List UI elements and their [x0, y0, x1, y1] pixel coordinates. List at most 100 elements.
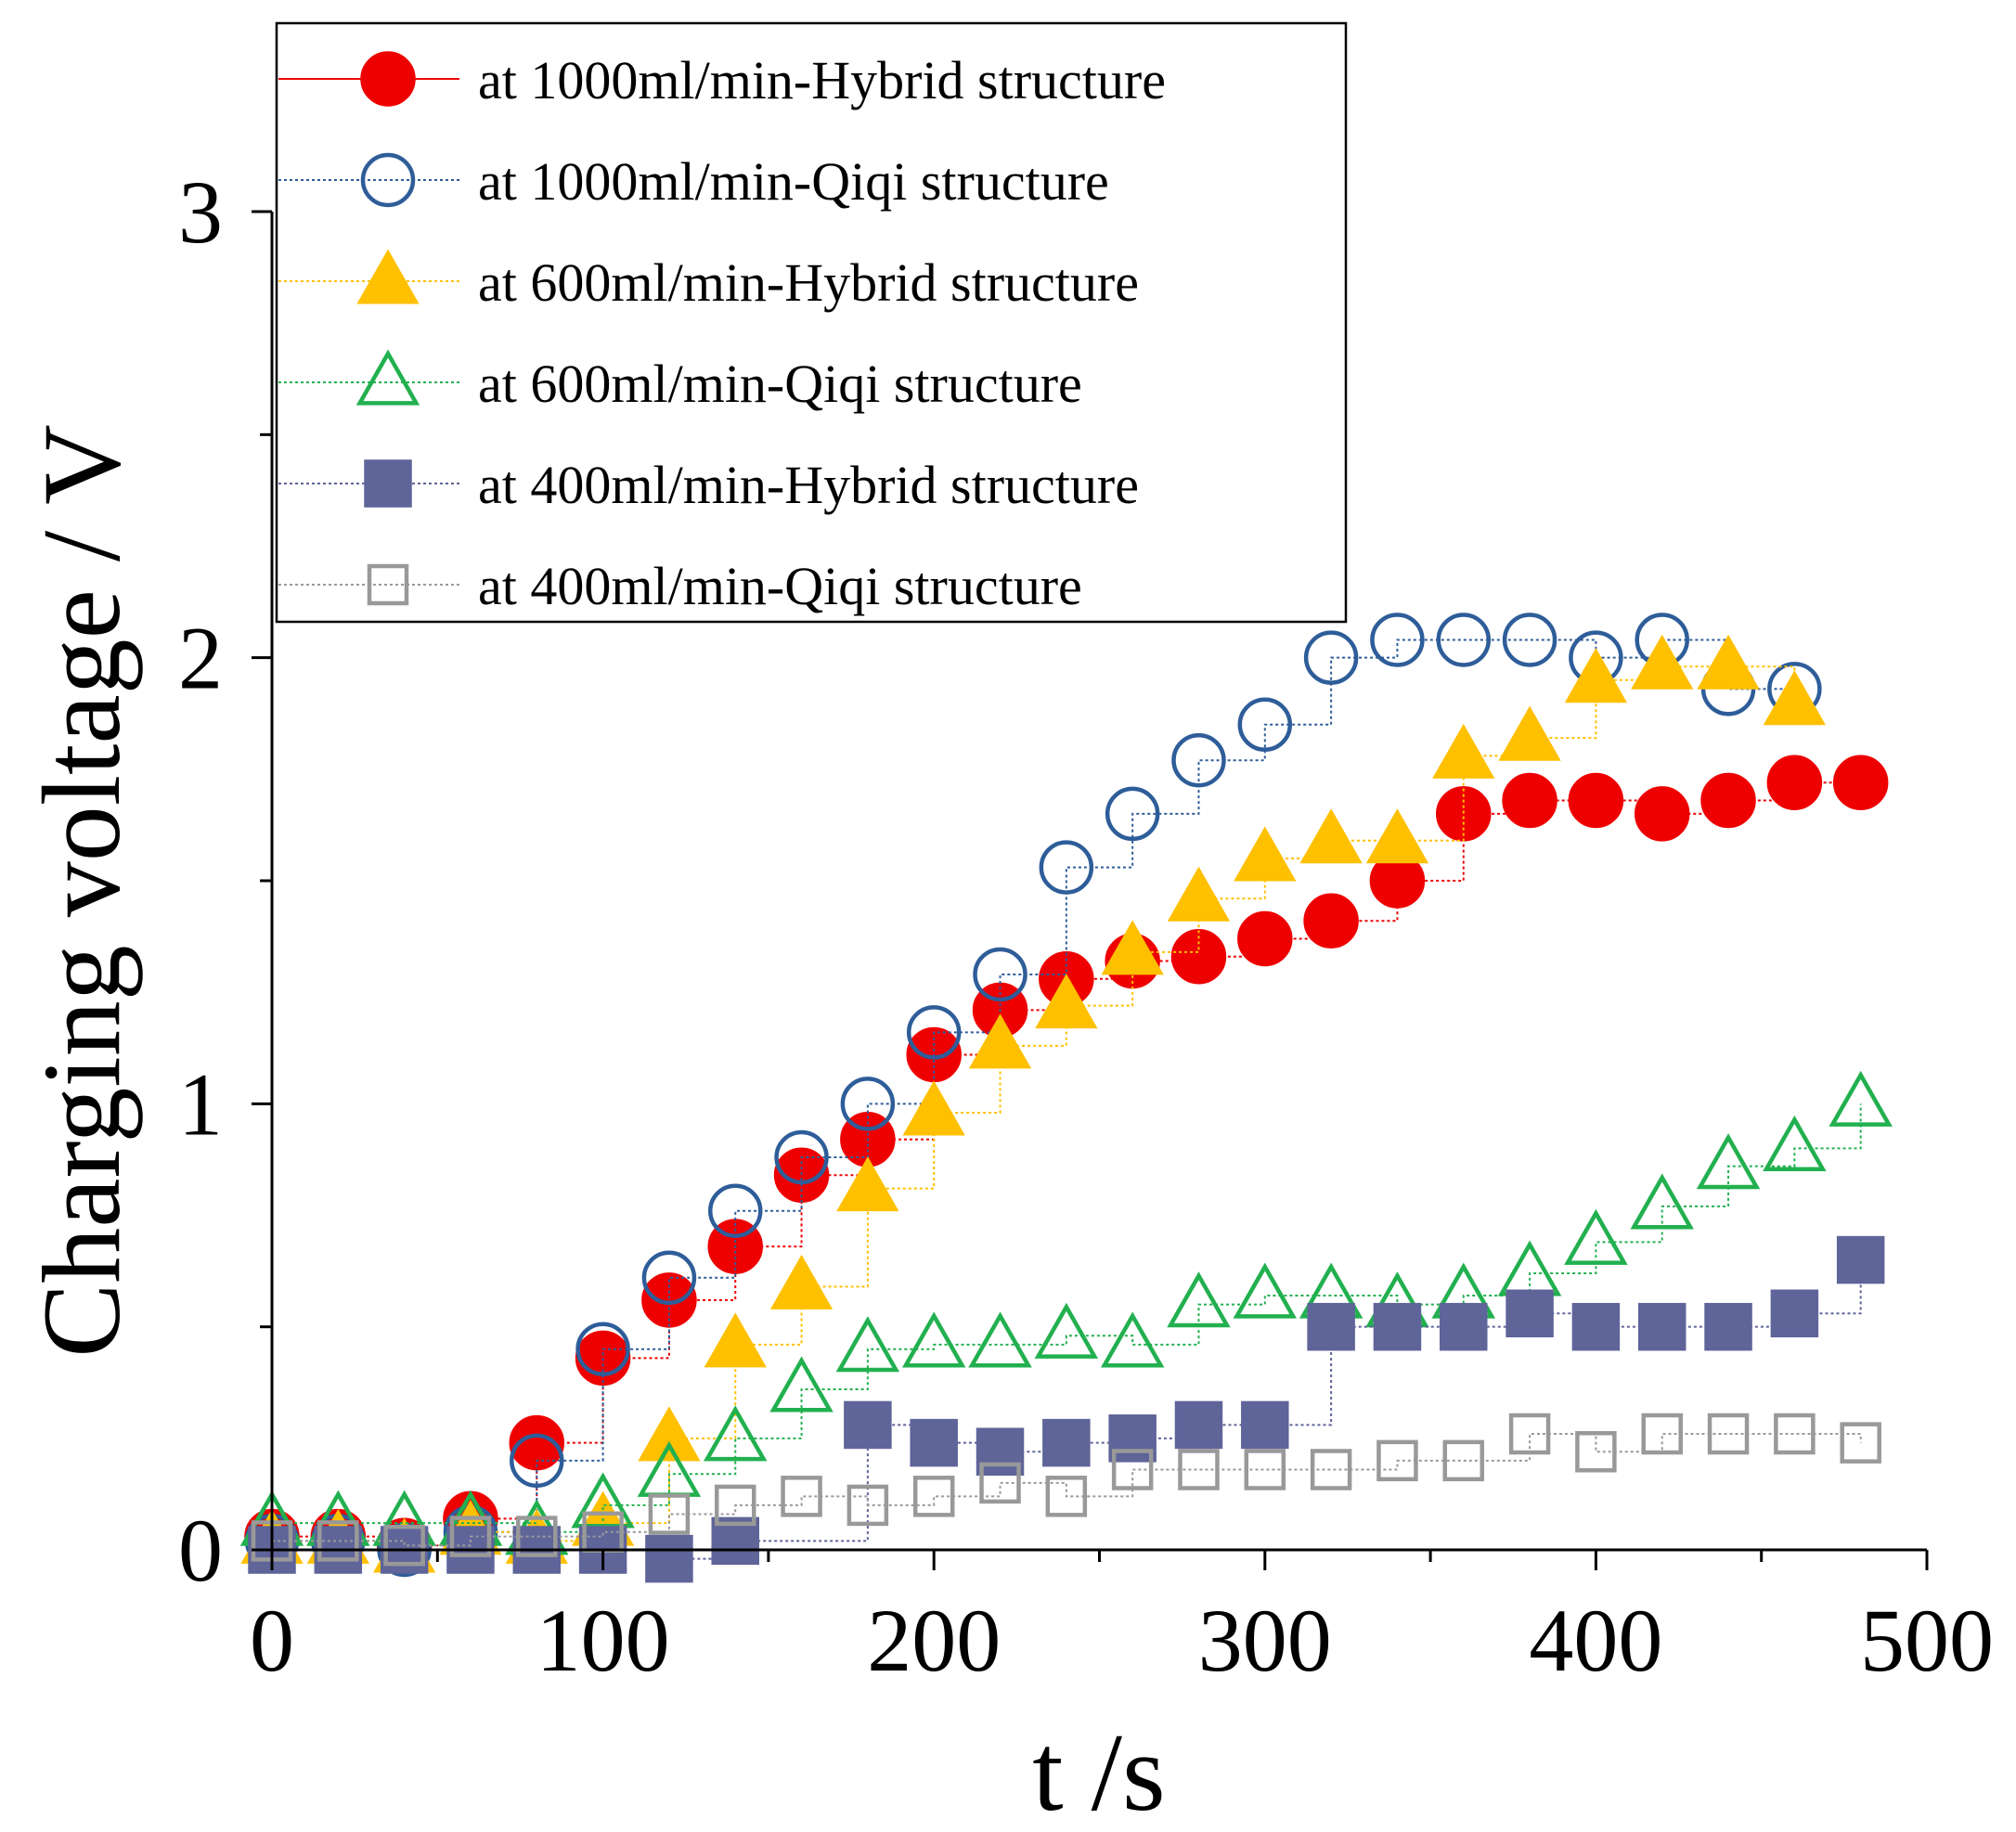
data-point — [1244, 1449, 1286, 1490]
legend-label: at 1000ml/min-Hybrid structure — [478, 50, 1166, 110]
data-point — [968, 1013, 1032, 1069]
data-point — [1836, 1235, 1885, 1284]
data-point — [906, 1005, 962, 1060]
x-tick-label: 100 — [536, 1591, 670, 1690]
data-point — [1440, 1302, 1488, 1351]
data-point — [1042, 1418, 1091, 1467]
data-point — [1035, 974, 1098, 1029]
data-point — [1178, 1449, 1220, 1490]
data-point — [638, 1406, 701, 1462]
data-point — [1241, 1400, 1289, 1450]
data-point — [1766, 755, 1823, 811]
data-point — [449, 1516, 492, 1557]
series-line — [272, 1103, 1862, 1533]
data-point — [1310, 1449, 1352, 1490]
data-point — [1174, 1400, 1223, 1450]
x-axis-title: t /s — [1032, 1710, 1165, 1832]
series-line — [272, 665, 1796, 1551]
data-point — [1370, 613, 1425, 667]
data-point — [1171, 732, 1226, 788]
data-point — [1167, 866, 1231, 922]
data-point — [769, 1254, 834, 1309]
x-tick-label: 500 — [1860, 1591, 1994, 1690]
series — [239, 1070, 1893, 1555]
data-point — [1634, 786, 1690, 842]
x-tick-label: 200 — [867, 1591, 1001, 1690]
data-point — [645, 1534, 693, 1583]
data-point — [1303, 893, 1359, 949]
y-axis-title: Charging voltage / V — [19, 424, 143, 1357]
data-point — [1508, 1413, 1551, 1455]
data-point — [1101, 920, 1164, 975]
data-point — [641, 1272, 697, 1328]
legend-box — [275, 21, 1348, 624]
data-point — [1704, 1302, 1752, 1351]
data-point — [1436, 613, 1492, 667]
data-point — [1303, 630, 1359, 685]
legend-label: at 1000ml/min-Qiqi structure — [478, 151, 1109, 212]
data-point — [575, 1322, 630, 1376]
data-point — [902, 1080, 965, 1136]
data-point — [973, 947, 1027, 1002]
data-point — [707, 1183, 763, 1238]
data-point — [774, 1129, 829, 1185]
data-point — [704, 1312, 767, 1368]
data-point — [901, 1311, 966, 1368]
data-point — [1039, 840, 1094, 895]
data-point — [383, 1524, 425, 1567]
data-point — [1299, 808, 1363, 864]
series — [251, 1413, 1881, 1567]
data-point — [1763, 670, 1826, 726]
legend-marker — [367, 563, 409, 606]
data-point — [1237, 910, 1293, 967]
data-point — [1432, 723, 1495, 779]
data-point — [714, 1484, 756, 1527]
data-point — [1564, 648, 1628, 703]
data-point — [1774, 1413, 1816, 1455]
legend-marker — [360, 51, 416, 107]
y-tick-label: 1 — [178, 1054, 223, 1154]
data-point — [979, 1462, 1021, 1504]
y-tick-label: 0 — [178, 1501, 223, 1600]
legend-marker — [364, 459, 412, 508]
data-point — [1497, 1240, 1562, 1297]
data-point — [1502, 613, 1557, 667]
data-point — [1631, 634, 1694, 690]
data-point — [1707, 1413, 1750, 1455]
legend: at 1000ml/min-Hybrid structure at 1000ml/… — [275, 21, 1348, 624]
data-point — [1237, 697, 1293, 753]
data-point — [1700, 772, 1756, 829]
data-point — [1696, 1133, 1761, 1190]
data-point — [516, 1516, 558, 1557]
data-point — [835, 1316, 900, 1373]
legend-marker — [356, 249, 420, 304]
data-point — [1100, 1311, 1165, 1368]
data-point — [1233, 1262, 1298, 1319]
data-point — [1498, 705, 1561, 761]
series — [244, 613, 1822, 1578]
data-point — [1840, 1422, 1881, 1464]
data-point — [1641, 1413, 1683, 1455]
data-point — [1170, 928, 1227, 985]
data-point — [1630, 1173, 1694, 1230]
data-point — [1568, 772, 1624, 829]
data-point — [836, 1156, 899, 1212]
data-point — [976, 1427, 1025, 1477]
data-point — [317, 1520, 359, 1562]
series — [248, 1235, 1885, 1583]
data-point — [1108, 1414, 1157, 1463]
legend-label: at 400ml/min-Hybrid structure — [478, 455, 1139, 515]
data-point — [648, 1493, 691, 1535]
data-point — [1832, 755, 1889, 811]
data-point — [1770, 1289, 1819, 1337]
data-point — [1234, 826, 1297, 882]
data-point — [1506, 1289, 1554, 1337]
data-point — [840, 1077, 896, 1131]
data-point — [641, 1250, 697, 1306]
data-point — [1502, 772, 1557, 829]
data-point — [1376, 1439, 1418, 1482]
data-point — [1571, 1302, 1621, 1351]
legend-label: at 600ml/min-Hybrid structure — [478, 252, 1139, 313]
data-point — [781, 1476, 822, 1517]
